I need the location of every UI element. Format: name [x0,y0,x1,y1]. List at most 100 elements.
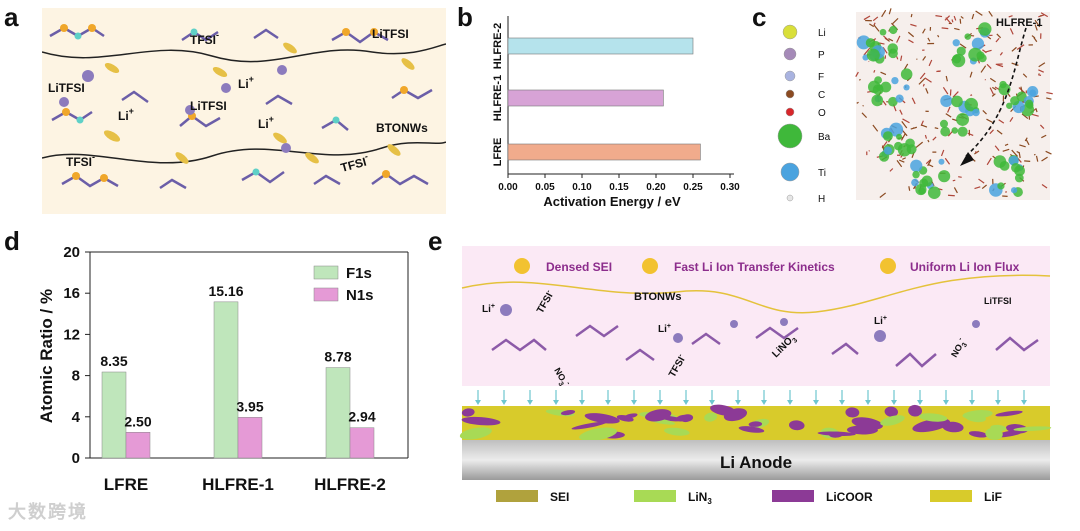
flux-arrow-head [761,400,767,405]
bond [1035,108,1038,113]
e-label-li-2: Li+ [658,323,671,335]
bond [952,179,956,182]
legend-symbol: Ba [818,132,831,143]
bond [1033,153,1036,156]
flux-arrow-head [917,400,923,405]
bar-hlfre-2 [507,37,694,55]
category-label: HLFRE-2 [314,475,386,494]
legend-symbol: P [818,50,825,61]
bond [1022,73,1028,78]
sei-component [571,421,607,430]
bond [892,17,899,24]
e-label-li-3: Li+ [874,315,887,327]
bond [970,94,973,97]
label-li-ion-1: Li+ [238,74,254,91]
nanowire-atom [910,159,923,172]
bond [935,15,943,18]
bond [947,194,955,197]
x-tick-label: 0.00 [498,182,518,193]
bond [982,110,987,115]
legend-swatch-lif [930,490,972,502]
bond [908,39,914,44]
bond [927,139,930,143]
e-label-li: Li+ [482,303,495,315]
bond [872,124,879,132]
nanowire-atom [968,47,983,62]
bond [980,65,987,73]
smiley-icon [642,258,658,274]
nanowire-atom [888,48,898,59]
bond [944,157,951,165]
sei-component [912,418,951,433]
nanowire-atom [964,97,978,112]
panel-label-a: a [4,2,19,32]
x-tick-label: 0.30 [720,182,740,193]
bond [925,88,929,94]
flux-arrow-head [943,400,949,405]
bond [898,159,905,163]
bond [918,77,926,85]
bond [932,136,937,141]
bond [1035,155,1039,162]
bond [958,176,962,178]
bond [947,106,951,113]
bond [869,23,875,28]
bond [1031,113,1039,117]
bond [922,83,925,87]
nanowire-atom [940,126,951,137]
nanowire-atom [1010,96,1020,106]
category-label: LFRE [104,475,148,494]
arrow-head [960,152,974,166]
x-tick-label: 0.15 [609,182,629,193]
bond [896,35,901,43]
label-litfsi-center: LiTFSI [190,99,227,113]
legend-symbol: Ti [818,168,826,179]
x-tick-label: 0.25 [683,182,703,193]
bond [855,71,859,78]
legend-label: SEI [550,490,569,504]
btonws-nanowires [103,42,415,164]
nanowire-atom [867,80,881,94]
md-title: HLFRE-1 [996,17,1042,29]
nanowire-atom [911,178,919,187]
label-btonws: BTONWs [376,121,428,135]
x-tick-label: 0.20 [646,182,666,193]
sei-component [918,413,948,422]
legend-symbol: C [818,90,825,101]
bond [882,100,887,106]
sei-component [459,427,492,440]
panel-b-chart: 0.00 0.05 0.10 0.15 0.20 0.25 0.30 Activation … [492,16,740,209]
legend-symbol: F [818,72,824,83]
legend-swatch [313,265,339,280]
sei-component [723,408,748,422]
bond [910,13,913,18]
flux-arrow-head [969,400,975,405]
bond [899,109,903,115]
bond [1011,62,1019,66]
bond [889,168,894,172]
x-tick-label: 0.05 [535,182,555,193]
anode-label: Li Anode [720,453,792,472]
bond [1004,143,1009,146]
legend-swatch-sei [496,490,538,502]
bond [888,38,894,42]
label-litfsi-top: LiTFSI [372,27,409,41]
nanowire-atom [978,22,992,36]
flux-arrow-head [891,400,897,405]
bond [873,24,880,32]
legend-symbol: H [818,194,825,205]
nanowire-atom [952,39,960,47]
nanowire-atom [865,38,876,48]
sei-component [738,426,765,433]
bond [937,34,940,38]
bond [856,101,859,104]
nanowire-atom [1026,86,1039,98]
bond [927,37,931,42]
bond [1016,150,1020,154]
bond [908,186,911,191]
data-label: 8.78 [324,349,351,365]
sei-component [789,420,805,431]
sei-component [645,409,672,422]
nanowire-atom [905,138,915,149]
category-label: LFRE [492,138,504,167]
